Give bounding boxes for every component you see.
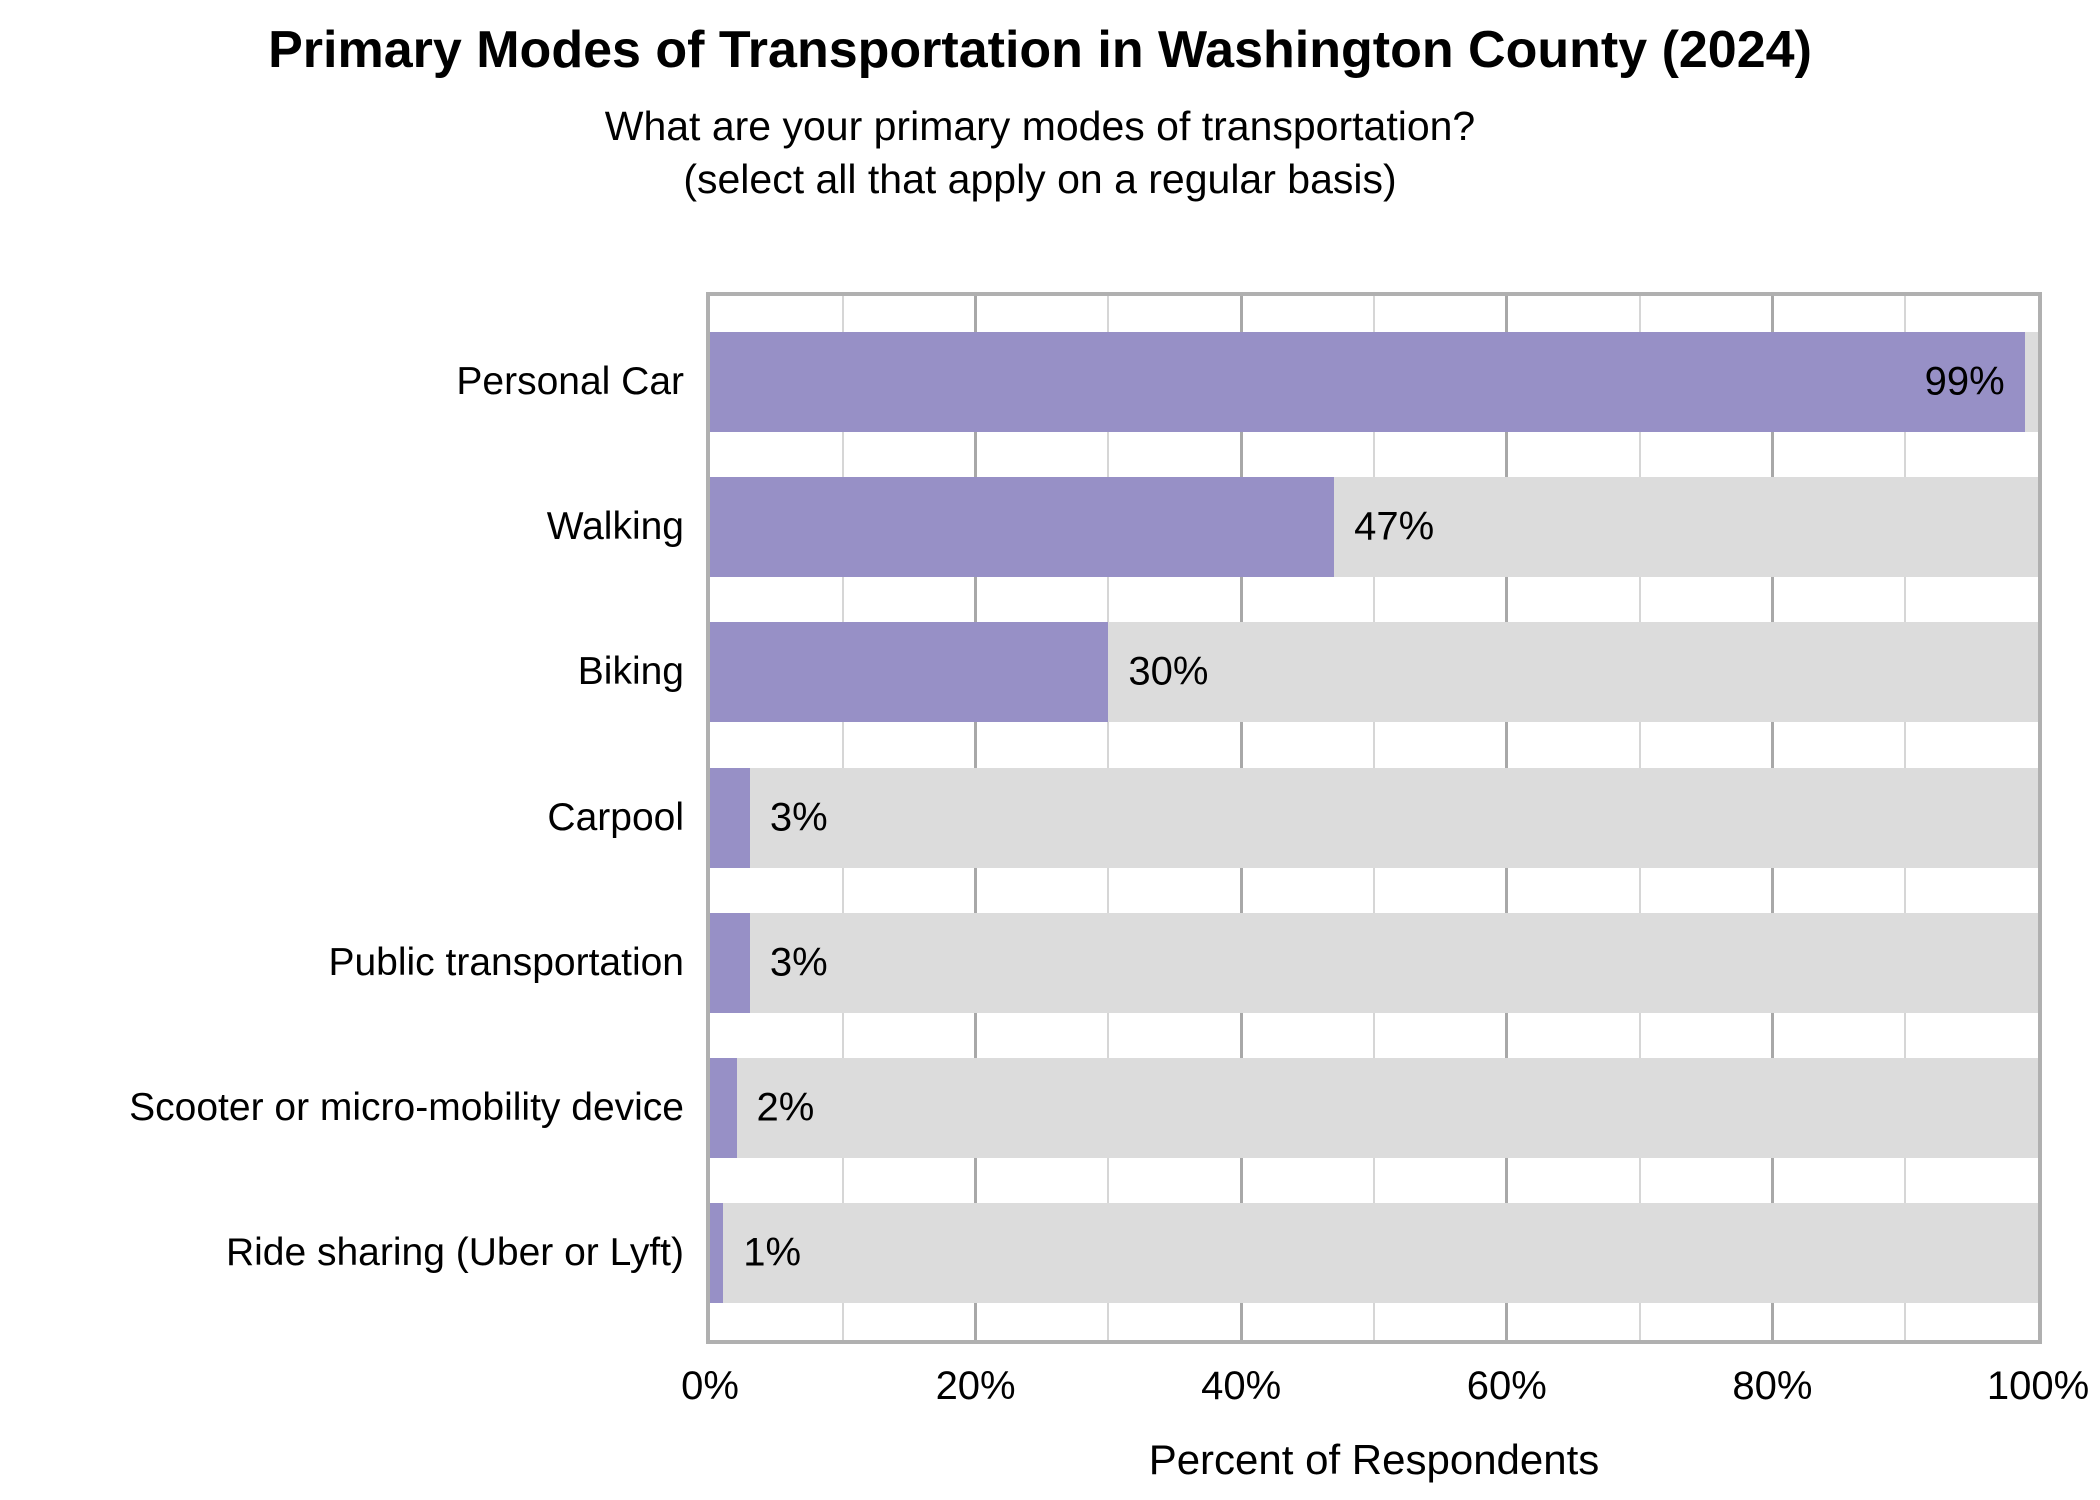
bar-track — [710, 767, 2038, 868]
x-tick-label-60: 60% — [1466, 1364, 1547, 1408]
bar-row-5: 3% Public transportation — [328, 912, 2038, 1013]
x-tick-label-20: 20% — [935, 1364, 1016, 1408]
chart-subtitle-line-1: What are your primary modes of transport… — [604, 103, 1476, 149]
category-label-3: Biking — [577, 650, 684, 694]
category-label-4: Carpool — [547, 795, 684, 839]
bar-2 — [710, 477, 1335, 578]
x-axis-label: Percent of Respondents — [1148, 1436, 1600, 1483]
chart-title: Primary Modes of Transportation in Washi… — [268, 21, 1812, 79]
bar-track — [710, 912, 2038, 1013]
value-label-6: 2% — [756, 1085, 815, 1130]
x-tick-label-80: 80% — [1732, 1364, 1813, 1408]
category-label-7: Ride sharing (Uber or Lyft) — [225, 1231, 684, 1274]
bar-track — [710, 1057, 2038, 1158]
bar-track — [710, 1203, 2038, 1303]
chart-subtitle-line-2: (select all that apply on a regular basi… — [683, 156, 1397, 202]
category-label-5: Public transportation — [328, 940, 684, 984]
chart-subtitle: What are your primary modes of transport… — [0, 100, 2080, 206]
bar-1 — [710, 332, 2025, 432]
bar-4 — [710, 767, 750, 868]
category-label-2: Walking — [546, 505, 684, 549]
bar-3 — [710, 622, 1109, 723]
plot-area: 99% Personal Car 47% Walking 30% Biking 3% Carp… — [129, 292, 2042, 1344]
bar-row-3: 30% Biking — [578, 622, 2038, 723]
bar-5 — [710, 912, 750, 1013]
x-tick-label-100: 100% — [1986, 1364, 2090, 1408]
category-label-6: Scooter or micro-mobility device — [129, 1085, 684, 1129]
category-label-1: Personal Car — [456, 360, 684, 403]
bar-7 — [710, 1203, 724, 1303]
value-label-5: 3% — [769, 940, 828, 985]
value-label-2: 47% — [1354, 504, 1435, 549]
value-label-3: 30% — [1128, 649, 1209, 694]
x-tick-label-40: 40% — [1201, 1364, 1282, 1408]
bar-row-1: 99% Personal Car — [456, 332, 2038, 432]
bar-row-7: 1% Ride sharing (Uber or Lyft) — [226, 1203, 2038, 1303]
bar-6 — [710, 1057, 737, 1158]
bar-row-6: 2% Scooter or micro-mobility device — [129, 1057, 2038, 1158]
bar-row-4: 3% Carpool — [547, 767, 2038, 868]
value-label-7: 1% — [743, 1230, 802, 1275]
bar-row-2: 47% Walking — [547, 477, 2038, 578]
x-tick-label-0: 0% — [681, 1364, 739, 1408]
value-label-1: 99% — [1924, 359, 2005, 404]
value-label-4: 3% — [769, 795, 828, 839]
